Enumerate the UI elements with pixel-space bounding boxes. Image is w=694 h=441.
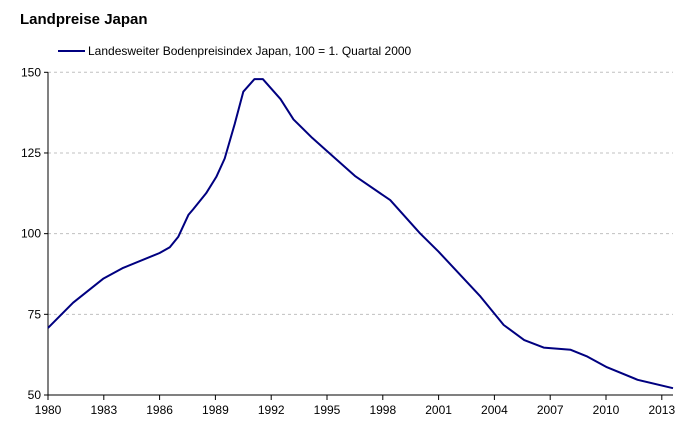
- y-tick-label: 150: [21, 65, 41, 79]
- x-tick-label: 1986: [146, 403, 173, 417]
- x-tick-label: 2007: [537, 403, 564, 417]
- x-tick-label: 1989: [202, 403, 229, 417]
- x-tick-label: 2004: [481, 403, 508, 417]
- legend: Landesweiter Bodenpreisindex Japan, 100 …: [58, 44, 412, 58]
- y-tick-label: 125: [21, 146, 41, 160]
- x-tick-label: 2013: [648, 403, 675, 417]
- y-tick-label: 75: [28, 307, 42, 321]
- x-tick-label: 1998: [369, 403, 396, 417]
- x-tick-label: 1980: [35, 403, 62, 417]
- y-tick-label: 50: [28, 388, 42, 402]
- legend-label: Landesweiter Bodenpreisindex Japan, 100 …: [88, 44, 412, 58]
- series-line: [47, 78, 674, 390]
- x-tick-label: 1992: [258, 403, 285, 417]
- chart-title: Landpreise Japan: [20, 11, 148, 28]
- y-tick-label: 100: [21, 227, 41, 241]
- x-tick-label: 2010: [593, 403, 620, 417]
- x-tick-label: 1995: [314, 403, 341, 417]
- x-tick-label: 2001: [425, 403, 452, 417]
- x-tick-label: 1983: [90, 403, 117, 417]
